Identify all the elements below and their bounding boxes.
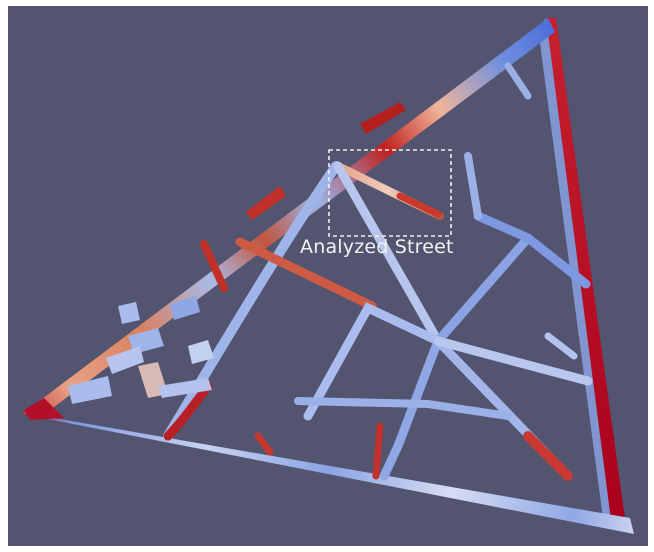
fragment-7 <box>118 302 140 324</box>
northwest-boundary-road <box>22 18 555 416</box>
fragment-2 <box>106 346 144 374</box>
fragment-5 <box>158 378 212 398</box>
street-center-sw <box>379 336 443 481</box>
street-upper-north <box>504 62 532 100</box>
street-south-spur2 <box>254 432 274 456</box>
southwest-corner-hotspot <box>24 398 64 420</box>
street-curved-west-hot <box>163 381 213 441</box>
street-network-field <box>22 18 634 534</box>
analyzed-street-box <box>328 149 452 237</box>
street-red-short <box>200 240 228 292</box>
northwest-hotspot <box>360 102 406 134</box>
south-boundary-road <box>22 414 634 534</box>
street-center-ne <box>433 233 533 346</box>
render-viewport <box>8 6 648 546</box>
street-cross-low <box>294 397 512 420</box>
street-center-west <box>303 302 443 421</box>
street-curved-west <box>163 161 341 441</box>
fragment-4 <box>68 376 112 404</box>
west-hotspot <box>246 186 286 220</box>
street-south-spur <box>372 422 384 480</box>
west-block-fragments <box>68 296 214 404</box>
street-red-mid <box>235 237 377 311</box>
street-analyzed-hot <box>396 192 442 218</box>
street-east-spur <box>544 332 578 360</box>
street-center-east <box>433 336 593 386</box>
east-boundary-road <box>546 18 626 528</box>
street-center-ne2 <box>473 211 591 289</box>
street-diag-center <box>333 161 443 346</box>
street-upper-east <box>464 152 482 220</box>
analyzed-street-label: Analyzed Street <box>300 236 454 258</box>
fragment-6 <box>170 296 200 320</box>
fragment-8 <box>188 340 214 364</box>
street-se-hot <box>523 431 573 481</box>
interior-streets <box>163 62 593 481</box>
